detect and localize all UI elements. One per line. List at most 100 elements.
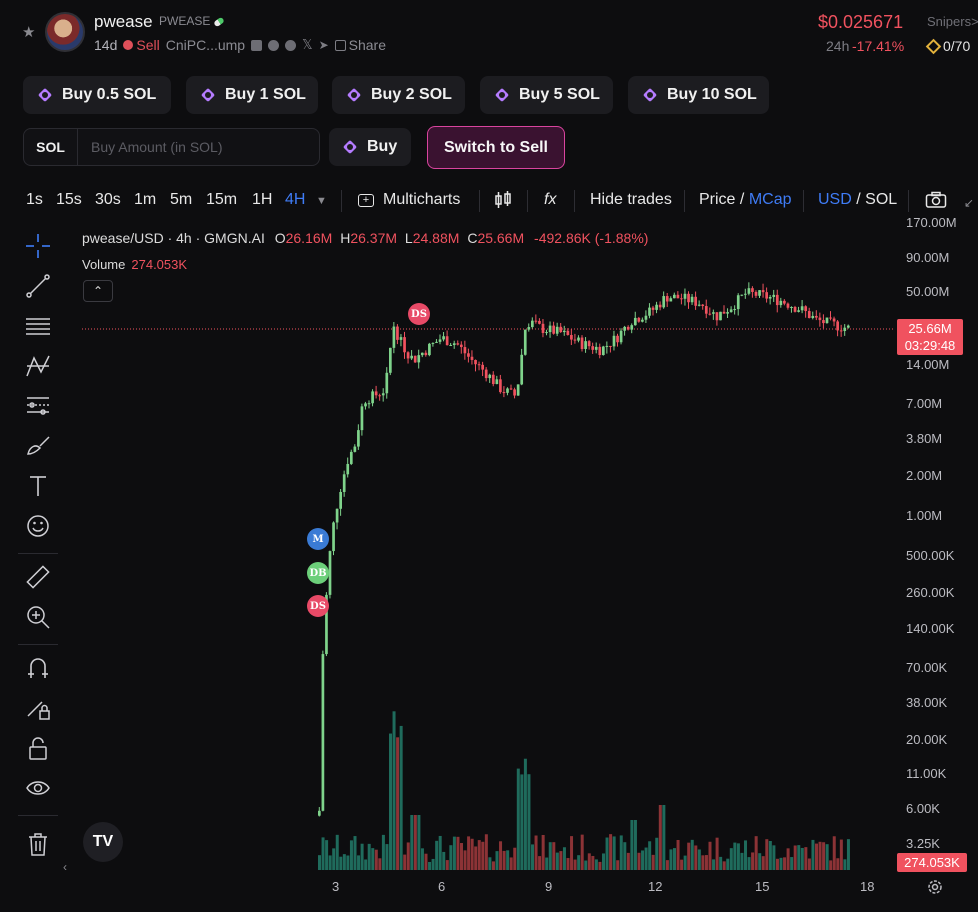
interval-5m[interactable]: 5m <box>170 191 193 208</box>
volume-bar <box>630 820 634 870</box>
website-icon[interactable] <box>268 39 280 51</box>
volume-bar <box>470 838 474 870</box>
volume-bar <box>357 855 361 870</box>
interval-1m[interactable]: 1m <box>134 191 157 208</box>
token-age: 14d <box>94 37 118 53</box>
interval-4h[interactable]: 4H <box>285 191 306 208</box>
interval-1s[interactable]: 1s <box>26 191 43 208</box>
candle-body <box>641 319 644 322</box>
volume-bar <box>477 840 481 870</box>
candle-body <box>697 304 701 306</box>
share-button[interactable]: Share <box>334 37 386 53</box>
snipers-link[interactable]: Snipers> <box>927 14 978 29</box>
interval-dropdown-icon[interactable]: ▼ <box>316 195 327 207</box>
volume-bar <box>843 859 847 870</box>
volume-bar <box>573 859 577 870</box>
candle-body <box>531 320 534 328</box>
candle-body <box>584 341 587 349</box>
contract-address[interactable]: CniPC...ump <box>165 37 246 53</box>
tradingview-logo[interactable]: TV <box>83 822 123 862</box>
price-chart[interactable]: ‹ pwease/USD · 4h · GMGN.AI O26.16M H26.… <box>0 215 978 912</box>
candle-body <box>804 306 808 312</box>
eye-icon[interactable] <box>24 774 54 804</box>
trend-line-icon[interactable] <box>24 272 54 302</box>
migration-marker[interactable]: M <box>307 528 329 550</box>
dev-sell-marker[interactable]: DS <box>307 595 329 617</box>
y-tick: 11.00K <box>906 766 947 781</box>
trash-icon[interactable] <box>24 830 54 860</box>
volume-bar <box>829 860 833 870</box>
candle-body <box>680 298 683 300</box>
volume-bar <box>708 841 712 870</box>
buy-button[interactable]: Buy <box>329 128 411 166</box>
candle-body <box>328 551 332 595</box>
hide-trades-button[interactable]: Hide trades <box>590 191 672 208</box>
collapse-legend-button[interactable]: ⌃ <box>83 280 113 302</box>
multicharts-button[interactable]: + Multicharts <box>358 191 460 209</box>
quick-buy-2-sol-button[interactable]: Buy 2 SOL <box>332 76 465 114</box>
switch-to-sell-button[interactable]: Switch to Sell <box>427 126 565 169</box>
candle-body <box>736 295 740 310</box>
high-value: 26.37M <box>350 230 398 246</box>
usd-sol-toggle[interactable]: USD / SOL <box>818 191 898 208</box>
crosshair-icon[interactable] <box>24 232 54 262</box>
candle-type-icon[interactable] <box>494 191 512 214</box>
interval-15m[interactable]: 15m <box>206 191 238 208</box>
candle-body <box>658 304 662 308</box>
copy-icon[interactable] <box>251 39 263 51</box>
ruler-icon[interactable] <box>24 563 54 593</box>
candle-body <box>552 325 555 334</box>
zoom-in-icon[interactable] <box>24 603 54 633</box>
candle-body <box>513 389 516 396</box>
volume-bar <box>488 857 492 870</box>
volume-bar <box>779 857 783 870</box>
quick-buy-0-5-sol-button[interactable]: Buy 0.5 SOL <box>23 76 171 114</box>
brush-icon[interactable] <box>24 432 54 462</box>
quick-buy-10-sol-button[interactable]: Buy 10 SOL <box>628 76 769 114</box>
lock-drawing-icon[interactable] <box>24 694 54 724</box>
collapse-toolbar-icon[interactable]: ‹ <box>63 860 67 874</box>
candle-body <box>644 315 648 320</box>
horizontal-lines-icon[interactable] <box>24 312 54 342</box>
text-tool-icon[interactable] <box>24 472 54 502</box>
indicators-fx-icon[interactable]: fx <box>544 191 557 208</box>
pattern-icon[interactable] <box>24 352 54 382</box>
dev-buy-marker[interactable]: DB <box>307 562 329 584</box>
change-period: 24h <box>826 38 850 54</box>
unlock-icon[interactable] <box>24 734 54 764</box>
price-axis[interactable]: 170.00M 90.00M 50.00M 14.00M 7.00M 3.80M… <box>895 215 978 875</box>
toolbar-divider <box>341 190 342 212</box>
telegram-icon[interactable]: ➤ <box>318 38 329 52</box>
price-mcap-toggle[interactable]: Price / MCap <box>699 191 792 208</box>
volume-bar <box>463 850 467 870</box>
prediction-icon[interactable] <box>24 392 54 422</box>
emoji-icon[interactable] <box>24 512 54 542</box>
volume-bar <box>403 854 407 870</box>
settings-gear-icon[interactable] <box>926 878 944 896</box>
candle-body <box>822 320 825 324</box>
holders-count[interactable]: 0/70 <box>925 38 970 54</box>
quick-buy-5-sol-button[interactable]: Buy 5 SOL <box>480 76 613 114</box>
volume-bar <box>541 834 545 870</box>
candle-body <box>374 391 378 396</box>
search-icon[interactable] <box>285 39 297 51</box>
interval-1h[interactable]: 1H <box>252 191 273 208</box>
candle-body <box>335 508 339 523</box>
x-twitter-icon[interactable]: 𝕏 <box>302 37 313 52</box>
interval-15s[interactable]: 15s <box>56 191 82 208</box>
candle-body <box>573 339 577 341</box>
dev-sell-marker[interactable]: DS <box>408 303 430 325</box>
fullscreen-icon[interactable]: ↙ <box>964 196 975 210</box>
share-icon <box>334 39 346 51</box>
volume-bar <box>467 836 471 870</box>
volume-bar <box>694 845 698 870</box>
quick-buy-1-sol-button[interactable]: Buy 1 SOL <box>186 76 318 114</box>
interval-30s[interactable]: 30s <box>95 191 121 208</box>
candle-body <box>836 321 839 331</box>
camera-icon[interactable] <box>925 191 947 214</box>
volume-bar <box>438 835 442 870</box>
favorite-star-icon[interactable]: ★ <box>22 24 36 41</box>
magnet-icon[interactable] <box>24 654 54 684</box>
buy-amount-input[interactable] <box>78 129 319 165</box>
candle-body <box>491 374 495 385</box>
